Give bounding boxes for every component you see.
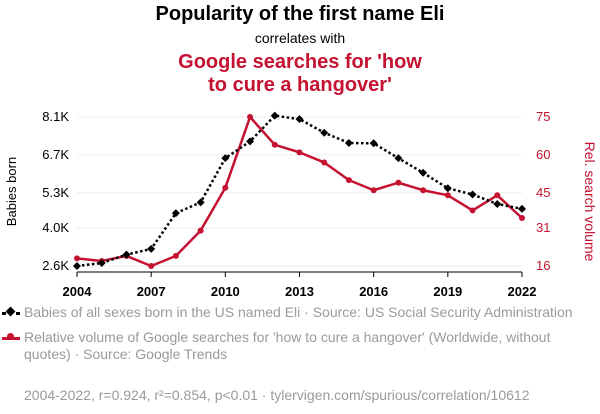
data-point-eli-births: [369, 139, 378, 148]
chart-title-secondary-line1: Google searches for 'how: [178, 51, 422, 73]
data-point-eli-births: [320, 128, 329, 137]
footer-stats: 2004-2022, r=0.924, r²=0.854, p<0.01 · t…: [24, 387, 530, 403]
legend-item-series2: Relative volume of Google searches for '…: [0, 329, 600, 363]
x-tick-label: 2019: [433, 284, 462, 299]
y-tick-label-right: 31: [536, 220, 550, 235]
legend-label-series2: Relative volume of Google searches for '…: [24, 329, 551, 362]
data-point-hangover-searches: [469, 207, 476, 214]
x-tick-label: 2010: [211, 284, 240, 299]
chart-title-secondary-line2: to cure a hangover': [208, 74, 392, 96]
x-tick-label: 2022: [508, 284, 537, 299]
data-point-hangover-searches: [420, 187, 427, 194]
data-point-hangover-searches: [395, 179, 402, 186]
chart-title-secondary: Google searches for 'how to cure a hangov…: [0, 51, 600, 97]
data-point-hangover-searches: [247, 114, 254, 120]
y-tick-label-left: 5.3K: [42, 185, 69, 200]
data-point-eli-births: [419, 168, 428, 177]
chart-subtitle: correlates with: [254, 30, 346, 46]
data-point-eli-births: [221, 154, 230, 163]
series-line-hangover-searches: [76, 115, 523, 268]
chart-titles: Popularity of the first name Eli correla…: [0, 0, 600, 97]
x-tick-label: 2007: [137, 284, 166, 299]
x-tick-label: 2013: [285, 284, 314, 299]
data-point-hangover-searches: [172, 252, 179, 259]
legend-label-series1: Babies of all sexes born in the US named…: [24, 304, 573, 320]
y-tick-label-right: 75: [536, 109, 550, 124]
data-point-hangover-searches: [296, 149, 303, 156]
data-point-hangover-searches: [345, 177, 352, 184]
x-tick-label: 2016: [359, 284, 388, 299]
data-point-hangover-searches: [519, 215, 525, 222]
series-line-eli-births: [76, 114, 523, 268]
legend-item-series1: Babies of all sexes born in the US named…: [0, 304, 600, 321]
data-point-eli-births: [295, 115, 304, 124]
data-point-eli-births: [344, 139, 353, 148]
y-tick-label-right: 60: [536, 147, 550, 162]
chart-plot: 2.6K 4.0K 5.3K 6.7K 8.1K 16 31 45 60 75 2004 2007 20…: [4, 109, 598, 299]
data-point-eli-births: [394, 154, 403, 163]
data-point-eli-births: [246, 137, 255, 146]
data-point-eli-births: [122, 250, 131, 259]
y-tick-label-left: 6.7K: [42, 147, 69, 162]
y-tick-label-left: 8.1K: [42, 109, 69, 124]
data-point-hangover-searches: [197, 227, 204, 234]
y-tick-label-right: 45: [536, 185, 550, 200]
legend-circle-marker: [7, 333, 14, 340]
x-tick-label: 2004: [63, 284, 93, 299]
data-point-eli-births: [73, 262, 81, 270]
y-tick-label-left: 2.6K: [42, 258, 69, 273]
data-point-eli-births: [147, 244, 156, 253]
data-point-hangover-searches: [444, 192, 451, 199]
data-point-eli-births: [518, 204, 526, 213]
data-point-eli-births: [493, 199, 502, 208]
data-point-hangover-searches: [148, 263, 155, 269]
data-point-hangover-searches: [494, 192, 501, 199]
data-point-eli-births: [171, 209, 180, 218]
data-point-hangover-searches: [321, 159, 328, 166]
y-axis-label-right: Rel. search volume: [582, 142, 598, 262]
y-tick-label-left: 4.0K: [42, 220, 69, 235]
chart-title: Popularity of the first name Eli: [155, 3, 445, 25]
data-point-hangover-searches: [74, 255, 80, 262]
data-point-eli-births: [270, 111, 279, 120]
data-point-hangover-searches: [370, 187, 377, 194]
legend: Babies of all sexes born in the US named…: [0, 304, 600, 371]
data-point-eli-births: [196, 198, 205, 207]
data-point-hangover-searches: [271, 141, 278, 148]
y-axis-label-left: Babies born: [4, 157, 19, 226]
data-point-eli-births: [443, 184, 452, 193]
data-point-hangover-searches: [222, 184, 229, 191]
data-point-eli-births: [97, 259, 106, 268]
y-tick-label-right: 16: [536, 258, 550, 273]
data-point-eli-births: [468, 190, 477, 199]
